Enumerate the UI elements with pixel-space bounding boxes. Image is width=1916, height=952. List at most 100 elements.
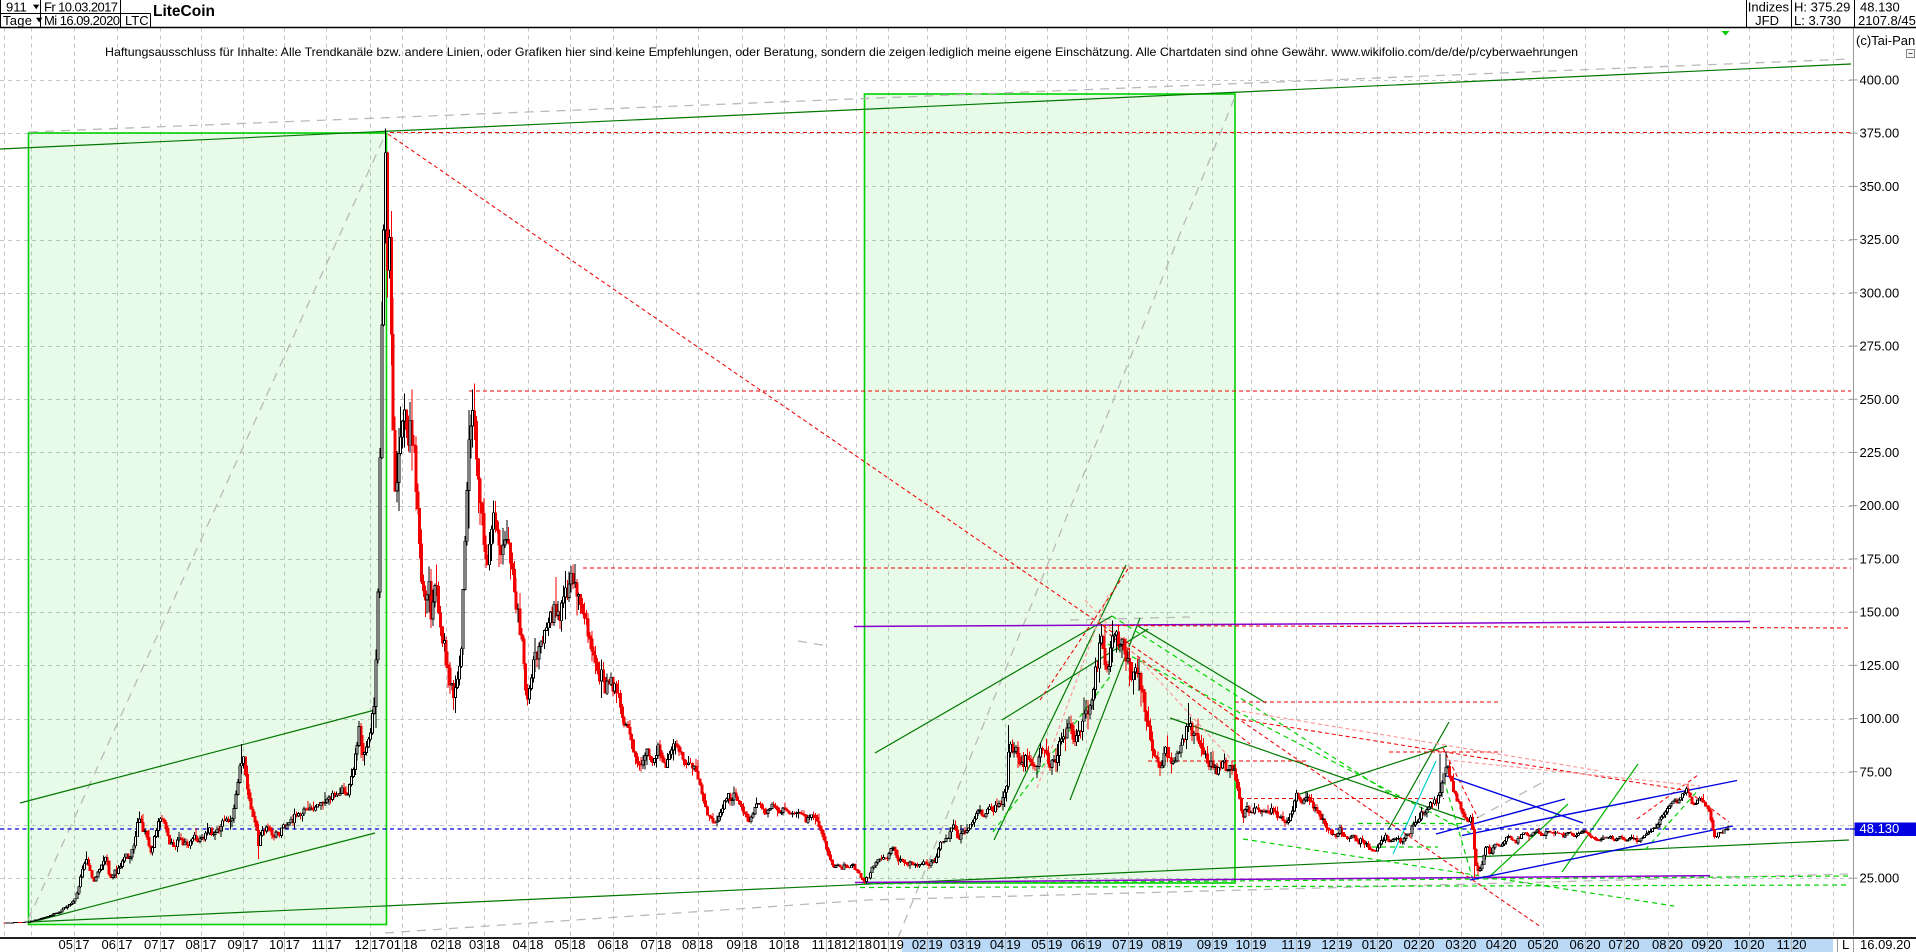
svg-text:125.00: 125.00	[1860, 658, 1900, 673]
svg-text:06: 06	[102, 937, 116, 952]
svg-text:07: 07	[144, 937, 158, 952]
svg-text:07: 07	[641, 937, 655, 952]
svg-text:16.09.20: 16.09.20	[1860, 937, 1911, 952]
svg-text:03: 03	[469, 937, 483, 952]
svg-text:H: 375.29: H: 375.29	[1794, 0, 1850, 15]
svg-text:19: 19	[928, 937, 942, 952]
svg-text:75.00: 75.00	[1860, 764, 1893, 779]
svg-text:2107.8/45,: 2107.8/45,	[1858, 13, 1916, 28]
svg-text:250.00: 250.00	[1860, 392, 1900, 407]
svg-text:09: 09	[1692, 937, 1706, 952]
svg-text:12: 12	[355, 937, 369, 952]
svg-text:25.000: 25.000	[1860, 871, 1900, 886]
svg-text:07: 07	[1112, 937, 1126, 952]
svg-text:06: 06	[1071, 937, 1085, 952]
svg-text:18: 18	[403, 937, 417, 952]
svg-text:18: 18	[699, 937, 713, 952]
svg-text:18: 18	[858, 937, 872, 952]
svg-text:20: 20	[1462, 937, 1476, 952]
svg-text:LiteCoin: LiteCoin	[153, 3, 215, 20]
svg-text:20: 20	[1750, 937, 1764, 952]
svg-text:08: 08	[682, 937, 696, 952]
svg-text:11: 11	[812, 937, 826, 952]
svg-text:18: 18	[743, 937, 757, 952]
svg-text:350.00: 350.00	[1860, 179, 1900, 194]
svg-text:18: 18	[486, 937, 500, 952]
svg-text:02: 02	[1404, 937, 1418, 952]
svg-text:20: 20	[1420, 937, 1434, 952]
svg-text:01: 01	[873, 937, 887, 952]
svg-text:11: 11	[1777, 937, 1791, 952]
svg-text:19: 19	[1338, 937, 1352, 952]
svg-text:48.130: 48.130	[1860, 821, 1900, 836]
svg-text:19: 19	[1168, 937, 1182, 952]
svg-text:09: 09	[727, 937, 741, 952]
svg-text:06: 06	[1570, 937, 1584, 952]
svg-text:911: 911	[6, 0, 27, 15]
svg-text:18: 18	[447, 937, 461, 952]
svg-text:09: 09	[1197, 937, 1211, 952]
svg-text:19: 19	[1252, 937, 1266, 952]
svg-text:100.00: 100.00	[1860, 711, 1900, 726]
svg-text:17: 17	[202, 937, 216, 952]
svg-text:12: 12	[1321, 937, 1335, 952]
svg-text:02: 02	[431, 937, 445, 952]
svg-text:18: 18	[785, 937, 799, 952]
svg-text:10: 10	[769, 937, 783, 952]
svg-text:02: 02	[912, 937, 926, 952]
svg-text:17: 17	[371, 937, 385, 952]
svg-text:150.00: 150.00	[1860, 605, 1900, 620]
svg-text:08: 08	[1652, 937, 1666, 952]
svg-text:08: 08	[186, 937, 200, 952]
svg-text:20: 20	[1669, 937, 1683, 952]
svg-text:19: 19	[1129, 937, 1143, 952]
svg-text:Indizes: Indizes	[1748, 0, 1790, 15]
svg-text:Haftungsausschluss für Inhalte: Haftungsausschluss für Inhalte: Alle Tre…	[105, 45, 1578, 59]
svg-text:48.130: 48.130	[1860, 0, 1900, 15]
svg-text:LTC: LTC	[125, 13, 149, 28]
svg-text:10: 10	[1734, 937, 1748, 952]
svg-text:18: 18	[657, 937, 671, 952]
svg-text:L: 3.730: L: 3.730	[1794, 13, 1841, 28]
svg-text:Mi 16.09.2020: Mi 16.09.2020	[44, 13, 120, 28]
svg-text:18: 18	[571, 937, 585, 952]
svg-text:06: 06	[598, 937, 612, 952]
svg-text:19: 19	[967, 937, 981, 952]
svg-text:17: 17	[161, 937, 175, 952]
svg-text:20: 20	[1792, 937, 1806, 952]
svg-text:175.00: 175.00	[1860, 551, 1900, 566]
svg-text:18: 18	[529, 937, 543, 952]
svg-text:19: 19	[1297, 937, 1311, 952]
svg-text:200.00: 200.00	[1860, 498, 1900, 513]
svg-text:300.00: 300.00	[1860, 285, 1900, 300]
svg-text:19: 19	[889, 937, 903, 952]
svg-text:19: 19	[1087, 937, 1101, 952]
svg-text:05: 05	[1031, 937, 1045, 952]
svg-text:20: 20	[1708, 937, 1722, 952]
svg-text:07: 07	[1609, 937, 1623, 952]
svg-text:400.00: 400.00	[1860, 72, 1900, 87]
svg-text:20: 20	[1378, 937, 1392, 952]
svg-text:05: 05	[59, 937, 73, 952]
svg-text:17: 17	[75, 937, 89, 952]
svg-text:18: 18	[827, 937, 841, 952]
svg-text:08: 08	[1152, 937, 1166, 952]
svg-text:20: 20	[1502, 937, 1516, 952]
svg-text:03: 03	[950, 937, 964, 952]
svg-text:12: 12	[841, 937, 855, 952]
svg-text:11: 11	[1281, 937, 1295, 952]
svg-text:19: 19	[1048, 937, 1062, 952]
svg-text:375.00: 375.00	[1860, 126, 1900, 141]
svg-text:225.00: 225.00	[1860, 445, 1900, 460]
svg-text:L: L	[1842, 937, 1849, 952]
svg-text:325.00: 325.00	[1860, 232, 1900, 247]
svg-text:JFD: JFD	[1755, 13, 1779, 28]
svg-text:19: 19	[1213, 937, 1227, 952]
svg-text:01: 01	[387, 937, 401, 952]
svg-text:19: 19	[1006, 937, 1020, 952]
svg-text:17: 17	[244, 937, 258, 952]
svg-text:275.00: 275.00	[1860, 339, 1900, 354]
svg-text:04: 04	[1486, 937, 1500, 952]
svg-text:20: 20	[1586, 937, 1600, 952]
svg-text:05: 05	[1528, 937, 1542, 952]
